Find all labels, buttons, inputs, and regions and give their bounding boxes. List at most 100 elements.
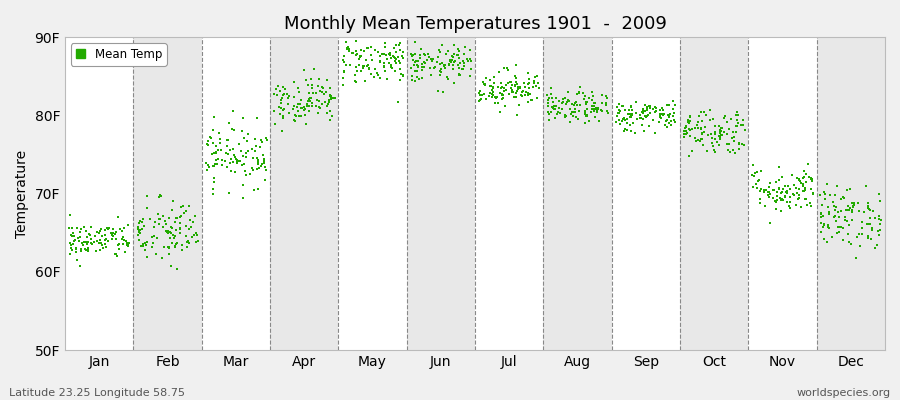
Point [405,53,419,59]
Point [274,94,289,101]
Point [852,243,867,250]
Point [248,186,262,193]
Point [213,136,228,142]
Point [814,210,828,216]
Point [360,44,374,51]
Point [270,92,284,98]
Point [868,245,883,251]
Point [184,233,199,240]
Point [662,102,676,108]
Point [315,88,329,95]
Point [170,266,184,272]
Point [792,192,806,198]
Point [546,103,561,109]
Point [118,249,132,255]
Point [405,77,419,84]
Bar [133,37,202,350]
Point [722,126,736,132]
Point [505,89,519,95]
Point [562,98,577,104]
Point [563,119,578,126]
Point [748,170,762,176]
Point [578,110,592,116]
Point [620,110,634,117]
Point [79,239,94,246]
Point [568,106,582,112]
Point [814,211,828,218]
Point [682,113,697,119]
Point [377,51,392,58]
Point [461,58,475,65]
Point [624,128,638,134]
Point [160,228,175,234]
Point [385,65,400,71]
Point [508,90,523,97]
Point [409,58,423,64]
Point [111,242,125,248]
Point [495,96,509,102]
Point [499,82,513,89]
Point [433,61,447,67]
Point [327,95,341,101]
Point [110,253,124,260]
Point [860,234,875,240]
Point [874,217,888,223]
Point [92,240,106,246]
Point [761,189,776,195]
Point [556,99,571,106]
Point [579,101,593,108]
Point [154,192,168,199]
Point [391,54,405,60]
Point [291,85,305,92]
Point [116,241,130,247]
Point [528,83,543,89]
Point [775,188,789,195]
Point [259,137,274,144]
Point [287,79,302,86]
Point [318,99,332,105]
Point [130,232,145,238]
Point [579,99,593,105]
Point [452,72,466,79]
Point [290,104,304,110]
Point [68,249,83,255]
Point [442,61,456,67]
Point [220,163,234,170]
Point [509,81,524,87]
Point [713,133,727,139]
Point [749,180,763,187]
Point [477,81,491,88]
Point [207,150,221,156]
Point [472,90,486,96]
Point [652,114,667,120]
Point [315,101,329,108]
Point [82,230,96,237]
Point [135,216,149,222]
Point [522,84,536,91]
Point [287,103,302,109]
Point [498,103,512,109]
Point [545,99,560,105]
Point [662,120,676,126]
Point [691,125,706,131]
Point [624,113,638,120]
Point [873,198,887,205]
Point [542,116,556,123]
Point [294,96,309,103]
Point [767,186,781,193]
Point [236,153,250,159]
Point [80,234,94,241]
Point [114,228,129,234]
Point [565,101,580,107]
Point [814,202,829,208]
Point [148,219,162,225]
Point [658,122,672,128]
Point [796,174,811,180]
Point [379,52,393,58]
Point [772,184,787,191]
Point [173,214,187,220]
Point [624,102,638,109]
Point [310,83,325,90]
Point [654,110,669,117]
Point [598,102,613,108]
